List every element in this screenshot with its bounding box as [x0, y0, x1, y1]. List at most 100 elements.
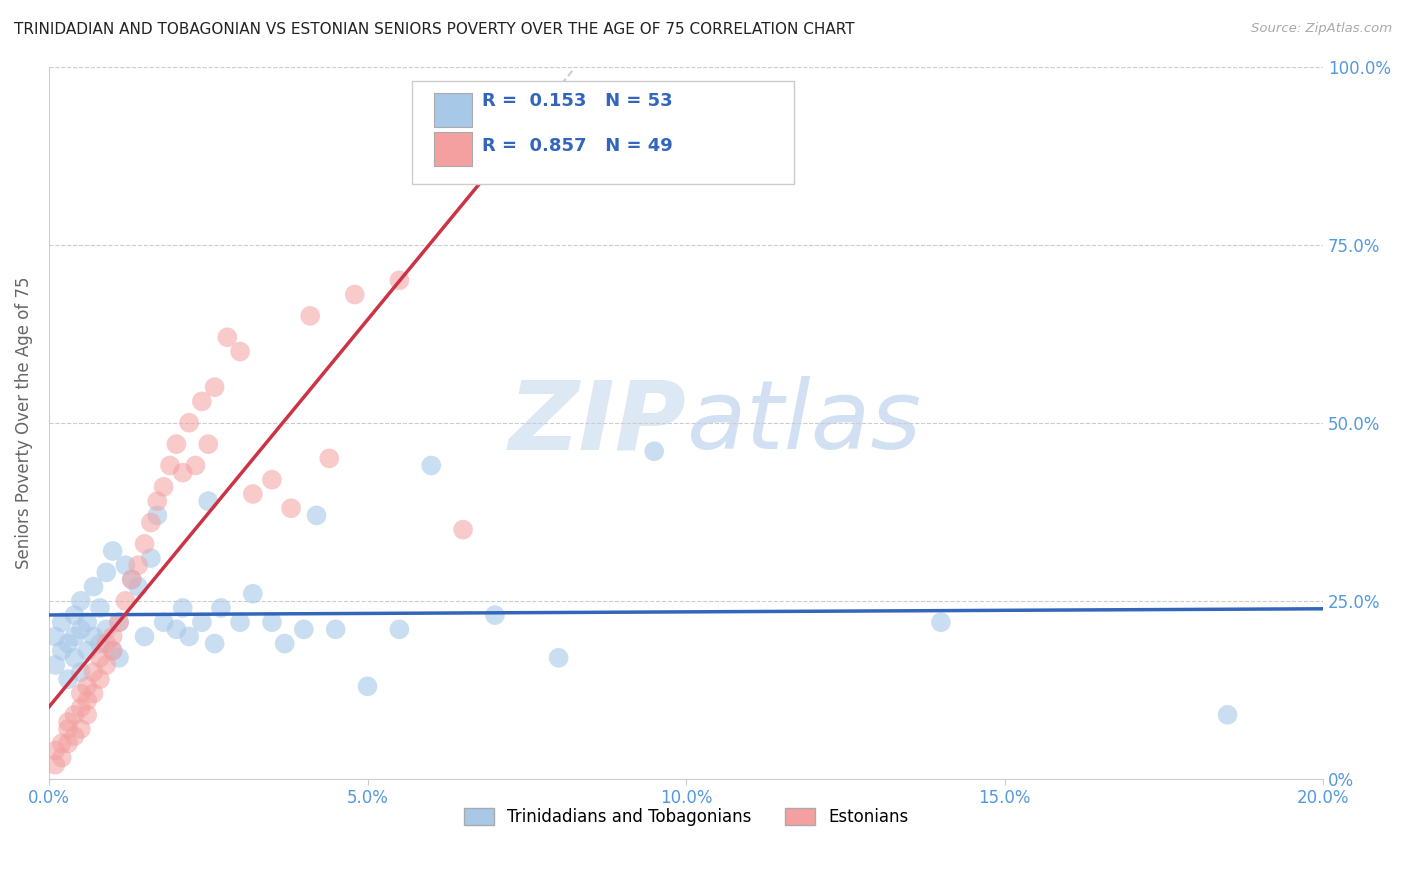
Point: [242, 587, 264, 601]
Point: [96, 623, 118, 637]
Point: [305, 508, 328, 523]
Point: [643, 444, 665, 458]
Point: [152, 480, 174, 494]
Point: [388, 273, 411, 287]
Point: [204, 636, 226, 650]
Point: [1216, 707, 1239, 722]
Y-axis label: Seniors Poverty Over the Age of 75: Seniors Poverty Over the Age of 75: [15, 277, 32, 569]
Point: [69, 722, 91, 736]
Point: [159, 458, 181, 473]
Point: [114, 594, 136, 608]
Point: [134, 537, 156, 551]
Point: [229, 344, 252, 359]
Point: [89, 650, 111, 665]
Point: [127, 558, 149, 573]
Point: [191, 615, 214, 630]
Point: [101, 630, 124, 644]
Point: [197, 437, 219, 451]
Point: [204, 380, 226, 394]
Point: [76, 707, 98, 722]
Point: [127, 580, 149, 594]
Point: [76, 643, 98, 657]
Point: [191, 394, 214, 409]
Point: [217, 330, 239, 344]
Point: [51, 736, 73, 750]
Text: TRINIDADIAN AND TOBAGONIAN VS ESTONIAN SENIORS POVERTY OVER THE AGE OF 75 CORREL: TRINIDADIAN AND TOBAGONIAN VS ESTONIAN S…: [14, 22, 855, 37]
Text: ZIP: ZIP: [508, 376, 686, 469]
Point: [356, 679, 378, 693]
Point: [96, 636, 118, 650]
Point: [229, 615, 252, 630]
Point: [318, 451, 340, 466]
Point: [83, 580, 105, 594]
Point: [56, 736, 79, 750]
Point: [292, 623, 315, 637]
Point: [388, 623, 411, 637]
Point: [56, 714, 79, 729]
Point: [451, 523, 474, 537]
Point: [63, 608, 86, 623]
Point: [51, 615, 73, 630]
Point: [139, 551, 162, 566]
Point: [299, 309, 322, 323]
Point: [89, 672, 111, 686]
Point: [63, 707, 86, 722]
Point: [51, 750, 73, 764]
Point: [101, 544, 124, 558]
FancyBboxPatch shape: [412, 81, 794, 184]
Point: [152, 615, 174, 630]
Point: [108, 650, 131, 665]
Point: [260, 473, 283, 487]
Point: [146, 494, 169, 508]
Point: [44, 757, 66, 772]
Point: [108, 615, 131, 630]
Point: [83, 665, 105, 679]
Point: [121, 573, 143, 587]
Point: [44, 743, 66, 757]
Point: [76, 615, 98, 630]
Point: [83, 630, 105, 644]
Text: Source: ZipAtlas.com: Source: ZipAtlas.com: [1251, 22, 1392, 36]
Point: [172, 466, 194, 480]
Point: [343, 287, 366, 301]
Point: [179, 416, 201, 430]
Point: [44, 657, 66, 672]
Text: R =  0.153   N = 53: R = 0.153 N = 53: [482, 92, 673, 110]
Point: [56, 722, 79, 736]
Point: [76, 679, 98, 693]
Point: [184, 458, 207, 473]
Legend: Trinidadians and Tobagonians, Estonians: Trinidadians and Tobagonians, Estonians: [456, 800, 917, 835]
Point: [69, 700, 91, 714]
Point: [76, 693, 98, 707]
Point: [209, 601, 232, 615]
Point: [89, 636, 111, 650]
Point: [929, 615, 952, 630]
Point: [63, 650, 86, 665]
Point: [51, 643, 73, 657]
Point: [69, 623, 91, 637]
Point: [83, 686, 105, 700]
Text: atlas: atlas: [686, 376, 921, 469]
Point: [146, 508, 169, 523]
Point: [172, 601, 194, 615]
Point: [96, 566, 118, 580]
Point: [114, 558, 136, 573]
Point: [280, 501, 302, 516]
Point: [69, 665, 91, 679]
Point: [69, 686, 91, 700]
Point: [325, 623, 347, 637]
Point: [165, 623, 187, 637]
FancyBboxPatch shape: [434, 132, 472, 166]
Point: [101, 643, 124, 657]
Point: [108, 615, 131, 630]
Point: [63, 729, 86, 743]
Point: [197, 494, 219, 508]
Point: [134, 630, 156, 644]
Point: [273, 636, 295, 650]
Point: [260, 615, 283, 630]
Point: [121, 573, 143, 587]
Point: [56, 672, 79, 686]
Point: [69, 594, 91, 608]
Point: [44, 630, 66, 644]
Point: [89, 601, 111, 615]
